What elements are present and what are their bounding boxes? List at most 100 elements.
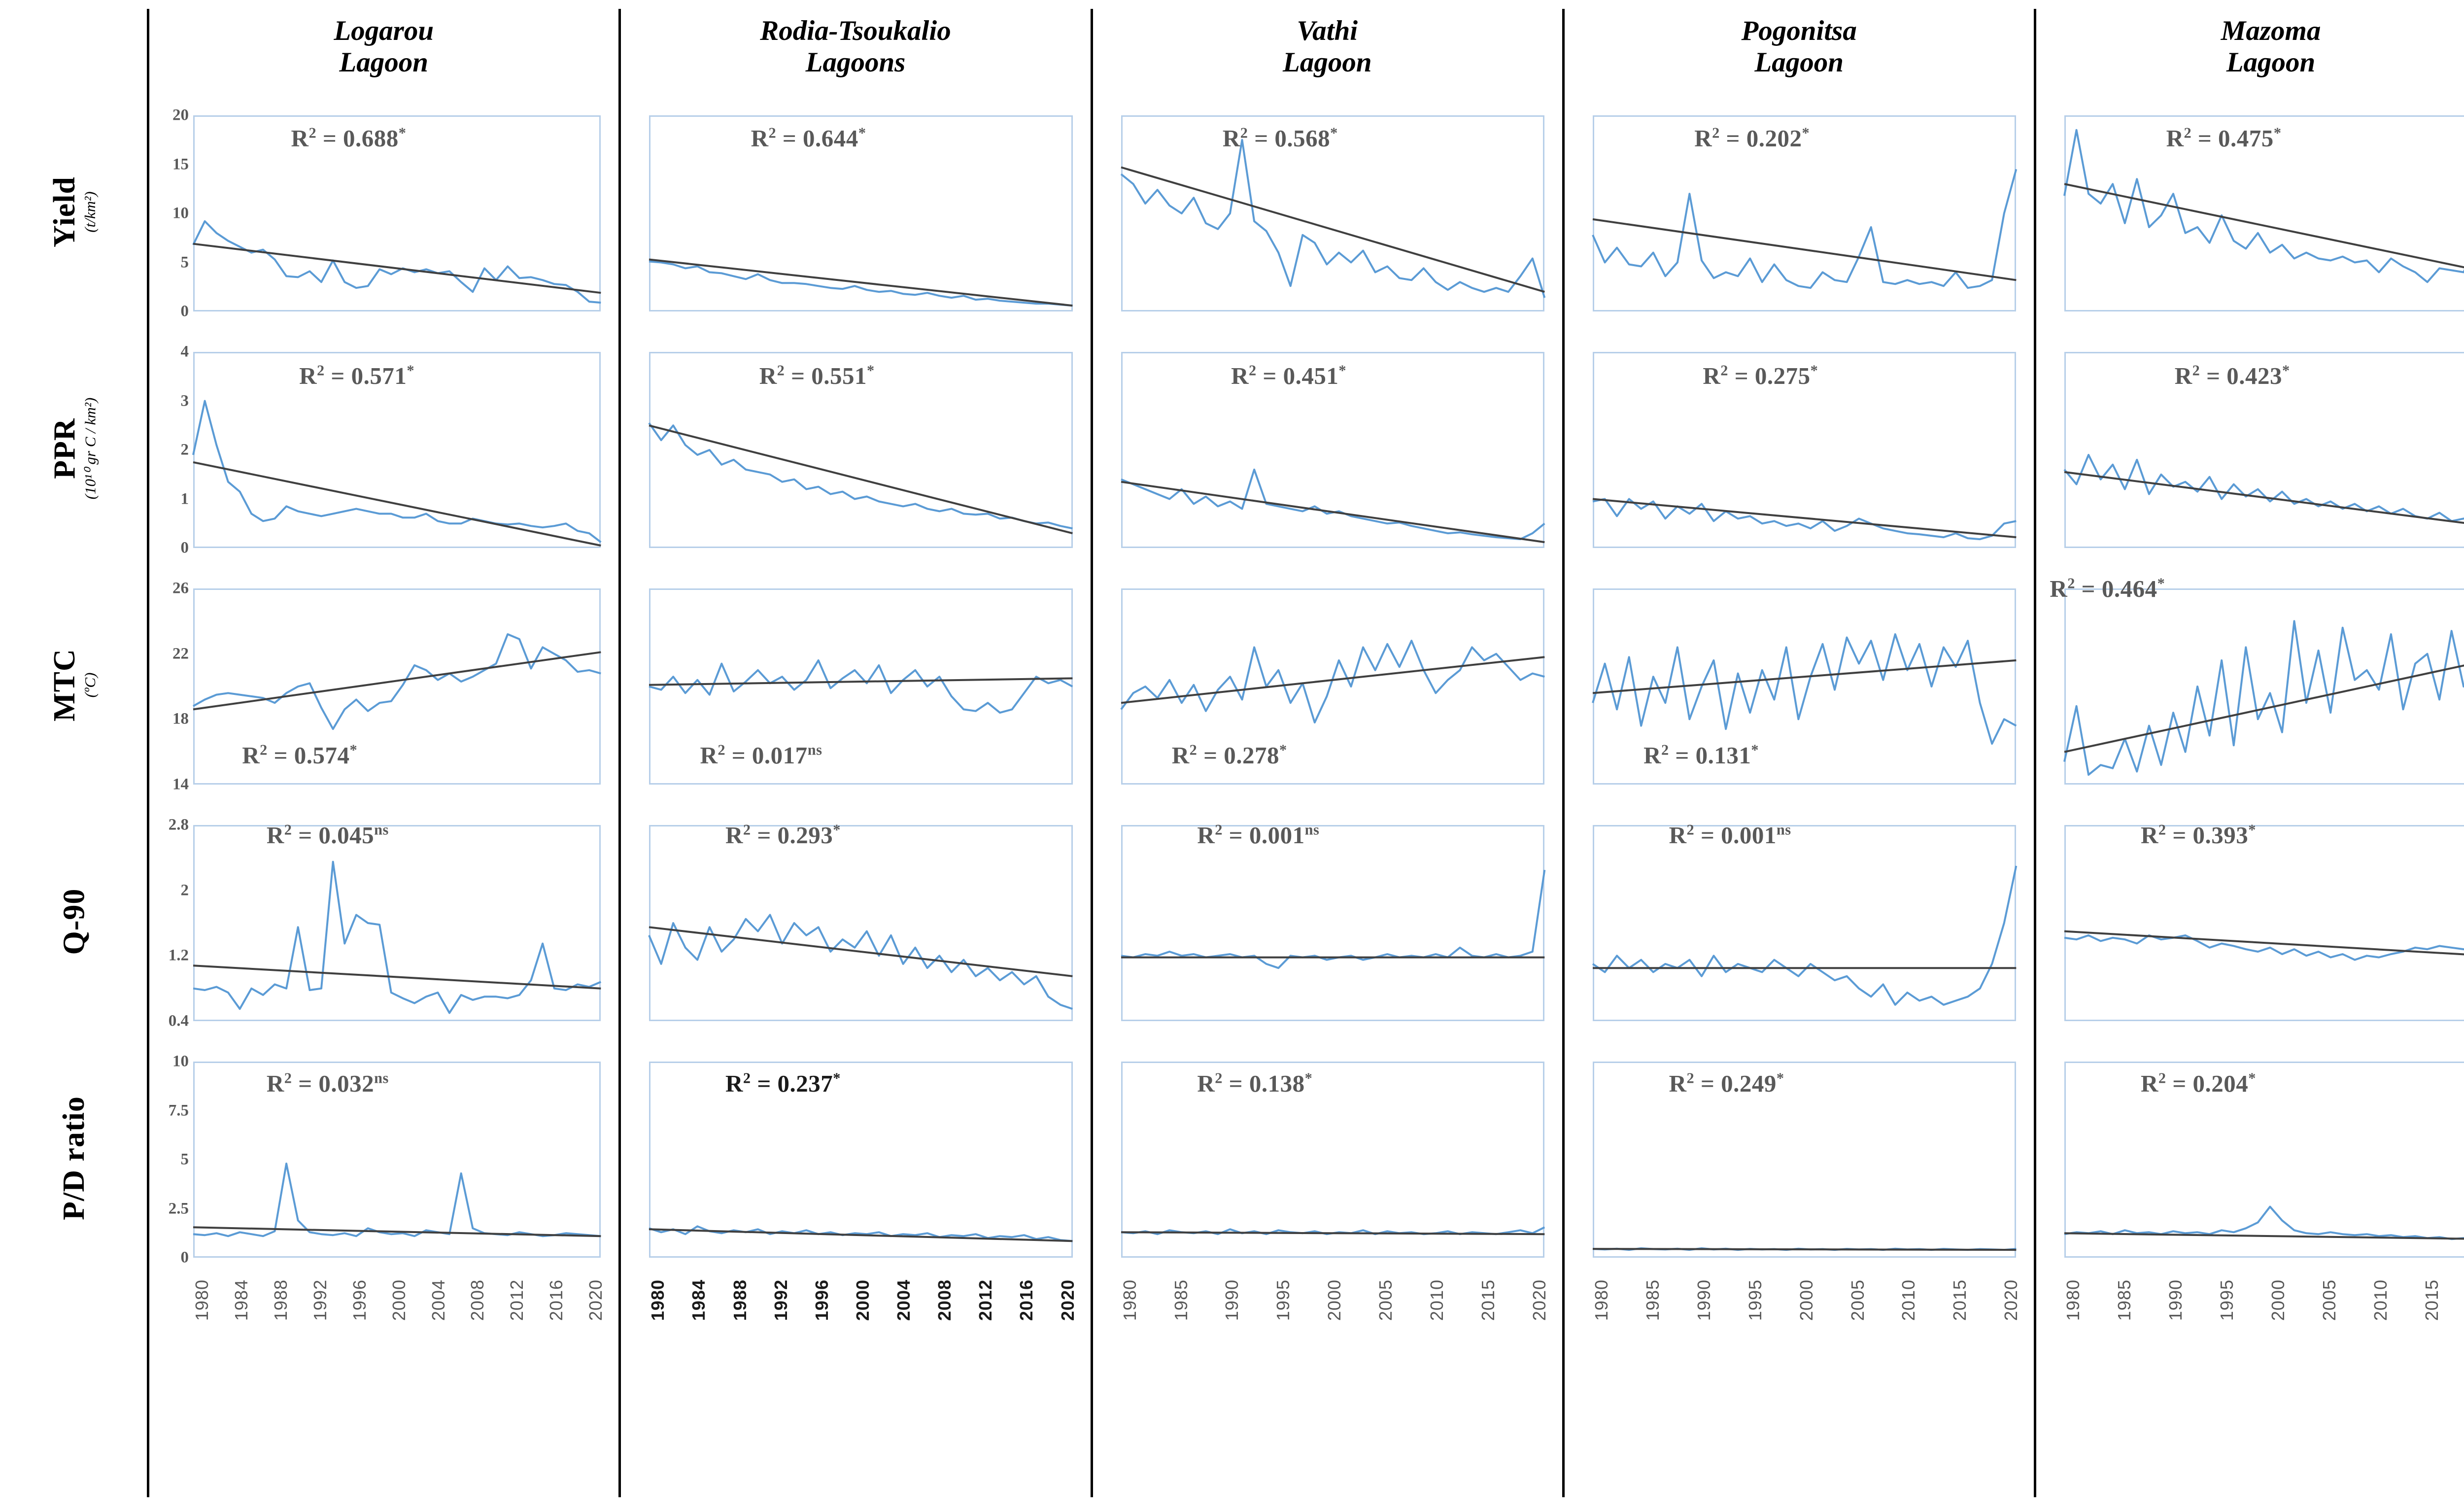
trend-line: [2064, 471, 2464, 524]
chart-panel-q-90-mazoma[interactable]: R2 = 0.393*: [2035, 803, 2464, 1040]
chart-area: 0 5 10 15 20 R2 = 0.688*: [155, 99, 613, 328]
chart-panel-ppr-logarou[interactable]: 0 1 2 3 4 R2 = 0.571*: [148, 330, 619, 567]
chart-panel-yield-mazoma[interactable]: R2 = 0.475*: [2035, 94, 2464, 330]
series-plot: [2063, 620, 2464, 776]
data-series-line: [2063, 129, 2464, 283]
y-axis-tick: 26: [172, 579, 189, 597]
chart-area: R2 = 0.568*: [1098, 99, 1556, 328]
trend-line: [2064, 664, 2464, 753]
chart-area: R2 = 0.644*: [626, 99, 1084, 328]
trend-line: [193, 461, 601, 547]
series-plot: [1592, 169, 2018, 289]
trend-line: [1592, 498, 2017, 539]
series-plot: [649, 258, 1073, 307]
x-axis-tick: 2000: [852, 1279, 873, 1321]
plot-box: [193, 1062, 601, 1258]
column-header-line2: Lagoon: [1754, 47, 1844, 78]
chart-panel-mtc-mazoma[interactable]: R2 = 0.464*: [2035, 567, 2464, 803]
data-series-line: [649, 659, 1073, 714]
y-axis-tick: 0: [180, 1248, 189, 1267]
data-series-line: [1592, 633, 2017, 745]
chart-panel-q-90-pogonitsa[interactable]: R2 = 0.001ns: [1563, 803, 2035, 1040]
series-plot: [1592, 865, 2018, 1006]
chart-panel-ppr-rodia-tsoukalio[interactable]: R2 = 0.551*: [619, 330, 1091, 567]
chart-panel-mtc-pogonitsa[interactable]: R2 = 0.131*: [1563, 567, 2035, 803]
trend-line: [649, 424, 1073, 535]
chart-panel-mtc-vathi[interactable]: R2 = 0.278*: [1092, 567, 1563, 803]
chart-panel-yield-pogonitsa[interactable]: R2 = 0.202*: [1563, 94, 2035, 330]
y-axis-tick: 7.5: [168, 1101, 189, 1119]
column-separator: [147, 9, 149, 1497]
trend-line: [2064, 183, 2464, 269]
series-plot: [648, 422, 1073, 535]
row-label-q-90: Q-90: [0, 803, 148, 1040]
x-axis-tick: 2015: [1950, 1279, 1970, 1321]
x-axis-vathi: 1980 1985 1990 1995 2000 2005 2010 2015 2020: [1092, 1276, 1563, 1414]
data-series-line: [649, 1225, 1073, 1242]
column-header-line2: Lagoon: [1283, 47, 1372, 78]
x-axis-tick: 2005: [1847, 1279, 1868, 1321]
x-axis-tick: 2010: [1427, 1279, 1447, 1321]
r-squared-annotation: R2 = 0.001ns: [1197, 821, 1320, 849]
plot-box: [1121, 825, 1544, 1021]
column-header-line2: Lagoon: [339, 47, 428, 78]
x-axis-tick: 2010: [1898, 1279, 1919, 1321]
column-header-line2: Lagoon: [2226, 47, 2316, 78]
row-label-name: Yield: [47, 176, 81, 247]
column-header-line1: Vathi: [1297, 15, 1358, 47]
series-plot: [2064, 1205, 2464, 1240]
chart-panel-ppr-vathi[interactable]: R2 = 0.451*: [1092, 330, 1563, 567]
x-axis-tick: 1995: [2217, 1279, 2237, 1321]
trend-line: [193, 242, 601, 294]
trend-line: [2064, 1232, 2464, 1240]
y-axis-tick: 5: [180, 1150, 189, 1168]
chart-area: R2 = 0.393*: [2042, 808, 2464, 1038]
r-squared-annotation: R2 = 0.131*: [1643, 741, 1759, 769]
x-axis-tick: 1980: [1119, 1279, 1140, 1321]
chart-panel-p-d-ratio-logarou[interactable]: 0 2.5 5 7.5 10 R2 = 0.032ns: [148, 1040, 619, 1276]
x-axis-tick: 2000: [2267, 1279, 2288, 1321]
chart-panel-p-d-ratio-pogonitsa[interactable]: R2 = 0.249*: [1563, 1040, 2035, 1276]
r-squared-annotation: R2 = 0.017ns: [700, 741, 822, 769]
plot-box: [649, 115, 1073, 311]
x-axis-tick: 1996: [349, 1279, 370, 1321]
x-axis-tick: 2012: [975, 1279, 996, 1321]
r-squared-annotation: R2 = 0.293*: [725, 821, 841, 849]
data-series-line: [2064, 934, 2464, 961]
chart-panel-mtc-logarou[interactable]: 14 18 22 26 R2 = 0.574*: [148, 567, 619, 803]
column-header-rodia-tsoukalio: Rodia-Tsoukalio Lagoons: [619, 0, 1091, 94]
chart-panel-ppr-pogonitsa[interactable]: R2 = 0.275*: [1563, 330, 2035, 567]
chart-panel-q-90-logarou[interactable]: 0.4 1.2 2 2.8 R2 = 0.045ns: [148, 803, 619, 1040]
chart-panel-q-90-vathi[interactable]: R2 = 0.001ns: [1092, 803, 1563, 1040]
trend-line: [193, 964, 601, 990]
chart-panel-mtc-rodia-tsoukalio[interactable]: R2 = 0.017ns: [619, 567, 1091, 803]
x-axis-tick: 1992: [309, 1279, 330, 1321]
chart-area: R2 = 0.237*: [626, 1045, 1084, 1274]
chart-panel-yield-rodia-tsoukalio[interactable]: R2 = 0.644*: [619, 94, 1091, 330]
chart-panel-p-d-ratio-vathi[interactable]: R2 = 0.138*: [1092, 1040, 1563, 1276]
series-plot: [192, 220, 601, 304]
y-axis-tick: 1.2: [168, 946, 189, 964]
x-axis-tick: 1995: [1745, 1279, 1765, 1321]
x-axis-tick: 1996: [811, 1279, 832, 1321]
chart-panel-p-d-ratio-rodia-tsoukalio[interactable]: R2 = 0.237*: [619, 1040, 1091, 1276]
chart-panel-yield-vathi[interactable]: R2 = 0.568*: [1092, 94, 1563, 330]
chart-panel-q-90-rodia-tsoukalio[interactable]: R2 = 0.293*: [619, 803, 1091, 1040]
row-label-ppr: PPR (10¹⁰ gr C / km²): [0, 330, 148, 567]
chart-panel-p-d-ratio-mazoma[interactable]: R2 = 0.204*: [2035, 1040, 2464, 1276]
chart-panel-ppr-mazoma[interactable]: R2 = 0.423*: [2035, 330, 2464, 567]
data-series-line: [193, 860, 602, 1014]
x-axis-tick: 2005: [1375, 1279, 1396, 1321]
column-header-line1: Pogonitsa: [1741, 15, 1857, 47]
trend-line: [1592, 1248, 2017, 1251]
r-squared-annotation: R2 = 0.275*: [1703, 362, 1818, 389]
chart-panel-yield-logarou[interactable]: 0 5 10 15 20 R2 = 0.688*: [148, 94, 619, 330]
x-axis-tick: 2020: [1529, 1279, 1549, 1321]
data-series-line: [1121, 869, 1545, 969]
series-plot: [2064, 930, 2464, 961]
x-axis-tick: 1980: [1591, 1279, 1611, 1321]
chart-area: R2 = 0.017ns: [626, 572, 1084, 801]
row-label-name: P/D ratio: [57, 1096, 91, 1220]
r-squared-annotation: R2 = 0.568*: [1222, 124, 1338, 152]
